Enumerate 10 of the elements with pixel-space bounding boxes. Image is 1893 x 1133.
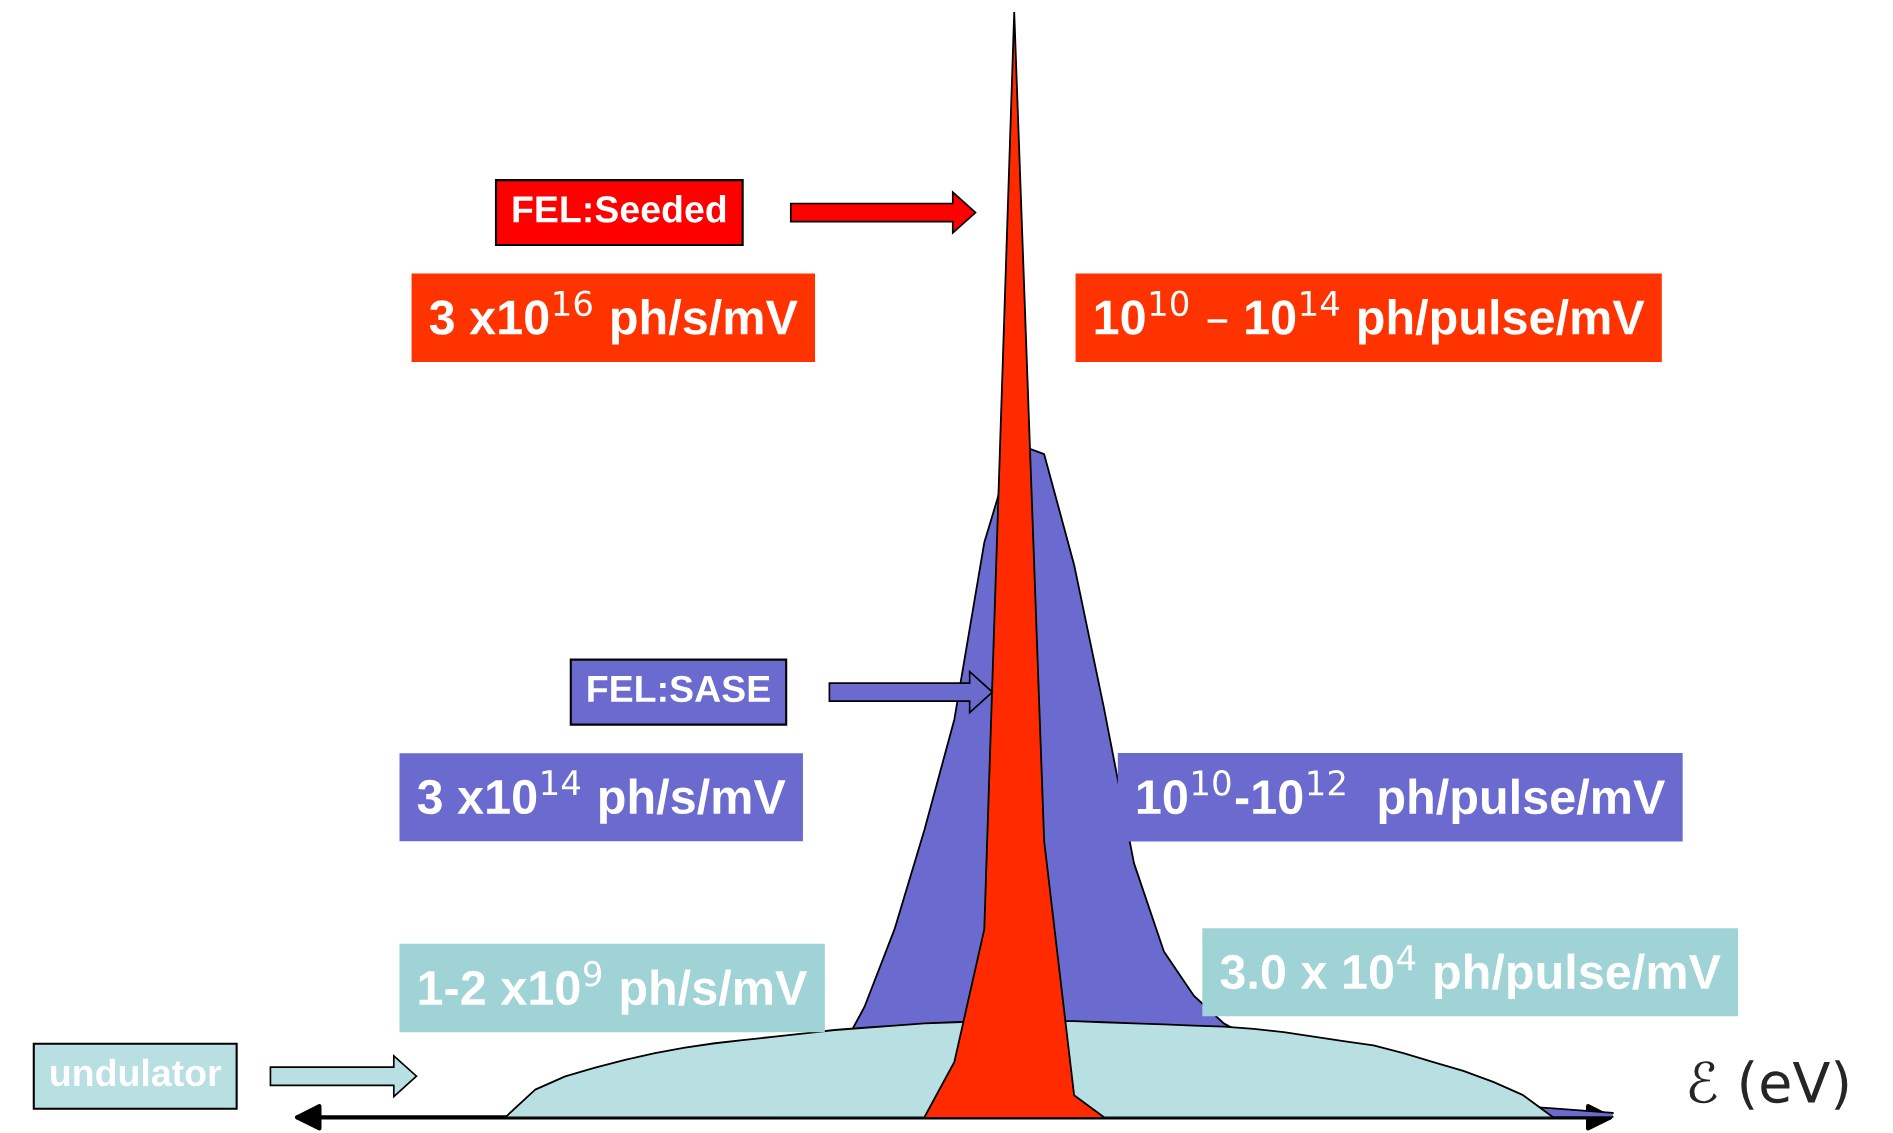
legend-label: undulator [51, 1058, 222, 1087]
annotation: 3.0 x 10$^{4}$ ph/pulse/mV [1220, 945, 1721, 999]
annotation: 10$^{10}$ – 10$^{14}$ ph/pulse/mV [1095, 290, 1645, 345]
annotation: 3 x10$^{14}$ ph/s/mV [417, 770, 786, 824]
annotation: 1-2 x10$^{9}$ ph/s/mV [419, 960, 808, 1015]
legend-label: FEL:Seeded [513, 195, 726, 223]
x-axis-title: ℰ (eV) [1689, 1060, 1848, 1110]
annotation: 3 x10$^{16}$ ph/s/mV [429, 290, 798, 345]
legend-label: FEL:SASE [588, 675, 770, 703]
annotation: 10$^{10}$-10$^{12}$ ph/pulse/mV [1137, 769, 1666, 824]
